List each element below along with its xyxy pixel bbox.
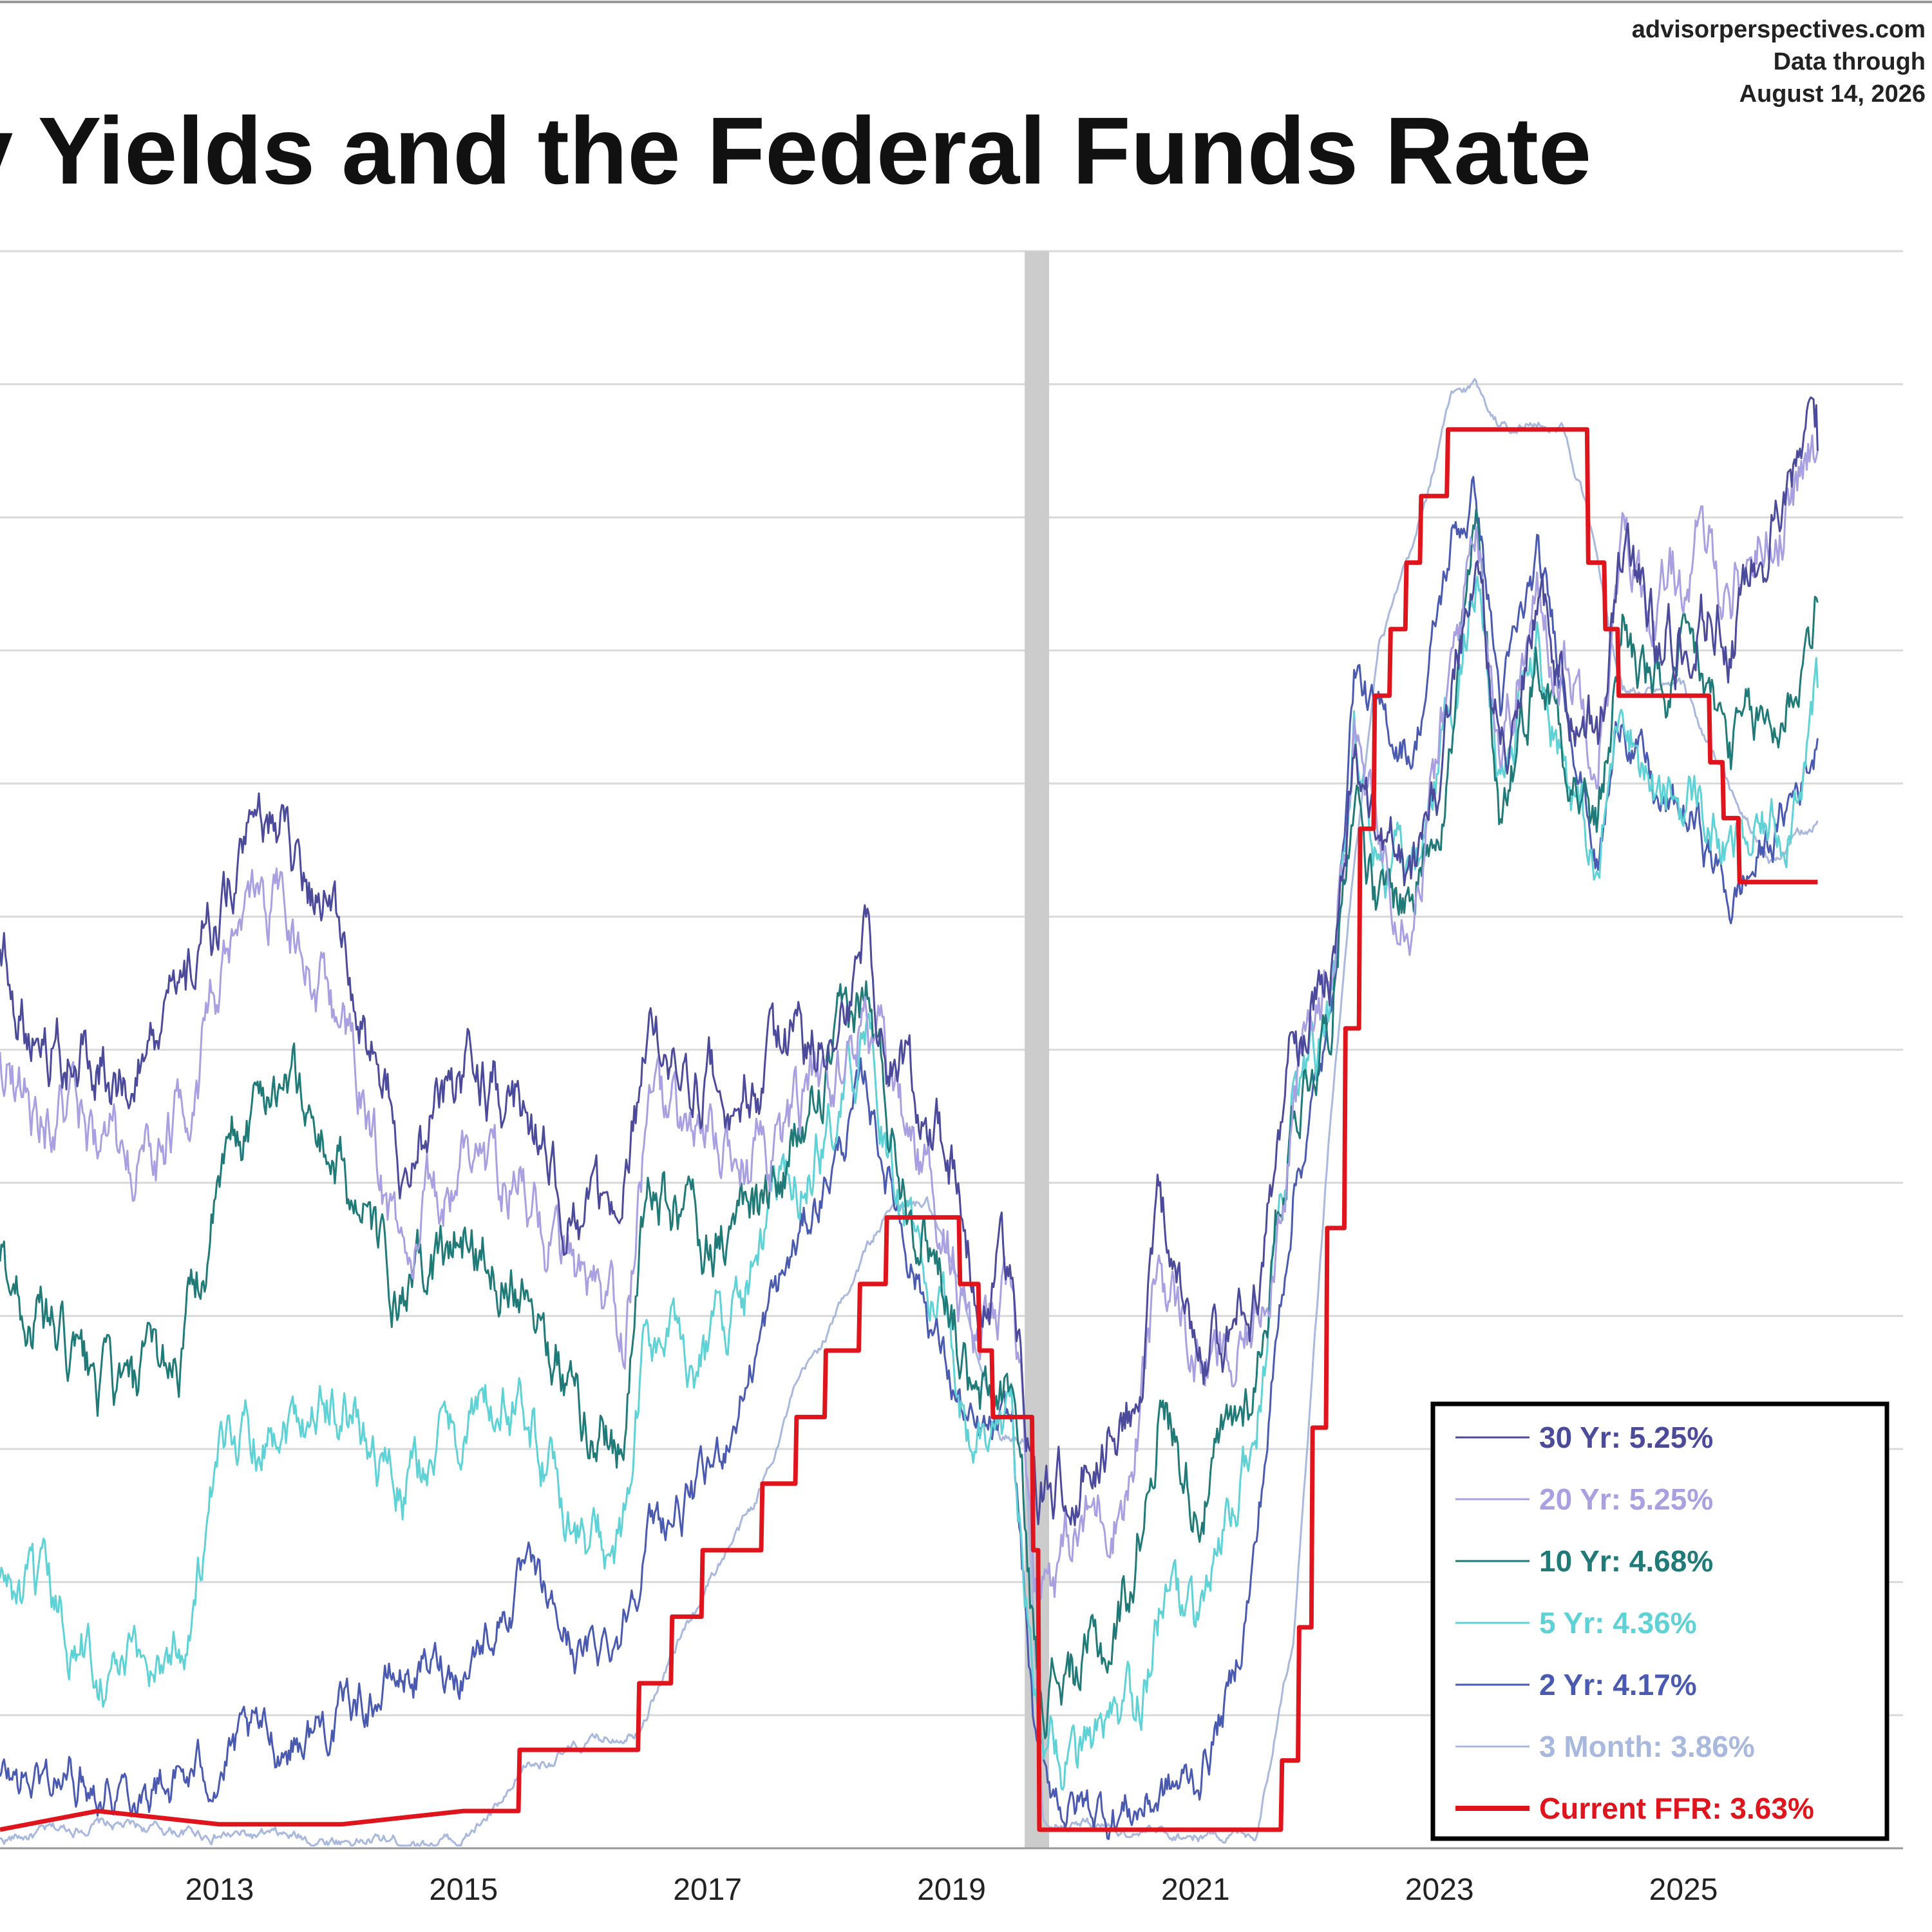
series-line-y2 <box>0 476 1819 1841</box>
series-line-y20 <box>0 434 1819 1604</box>
x-tick-label: 2017 <box>673 1873 742 1907</box>
x-tick-label: 2013 <box>185 1873 254 1907</box>
source-site: advisorperspectives.com <box>1631 16 1926 43</box>
x-tick-label: 2023 <box>1405 1873 1474 1907</box>
x-tick-label: 2025 <box>1649 1873 1718 1907</box>
legend-label-y5: 5 Yr: 4.36% <box>1539 1606 1697 1640</box>
series-layer <box>0 377 1819 1847</box>
x-tick-label: 2021 <box>1161 1873 1230 1907</box>
legend-box <box>1430 1401 1889 1841</box>
source-data-through: Data through <box>1773 48 1926 75</box>
series-line-y5 <box>0 575 1819 1791</box>
source-date: August 14, 2026 <box>1739 80 1926 108</box>
x-tick-label: 2019 <box>917 1873 986 1907</box>
axis-layer: 2013 2015 2017 2019 2021 2023 2025 <box>0 1847 1903 1907</box>
legend-label-ffr: Current FFR: 3.63% <box>1539 1792 1814 1825</box>
legend-label-y2: 2 Yr: 4.17% <box>1539 1668 1697 1701</box>
x-tick-label: 2015 <box>429 1873 498 1907</box>
legend-label-y20: 20 Yr: 5.25% <box>1539 1482 1713 1516</box>
series-line-y30 <box>0 396 1819 1527</box>
legend-label-y10: 10 Yr: 4.68% <box>1539 1544 1713 1578</box>
legend-layer: 30 Yr: 5.25% 20 Yr: 5.25% 10 Yr: 4.68% 5 Yr… <box>1430 1401 1889 1841</box>
legend-label-y30: 30 Yr: 5.25% <box>1539 1421 1713 1454</box>
series-line-ffr <box>0 427 1818 1832</box>
legend-label-m3: 3 Month: 3.86% <box>1539 1730 1755 1763</box>
chart-title: y Yields and the Federal Funds Rate <box>0 98 1592 204</box>
